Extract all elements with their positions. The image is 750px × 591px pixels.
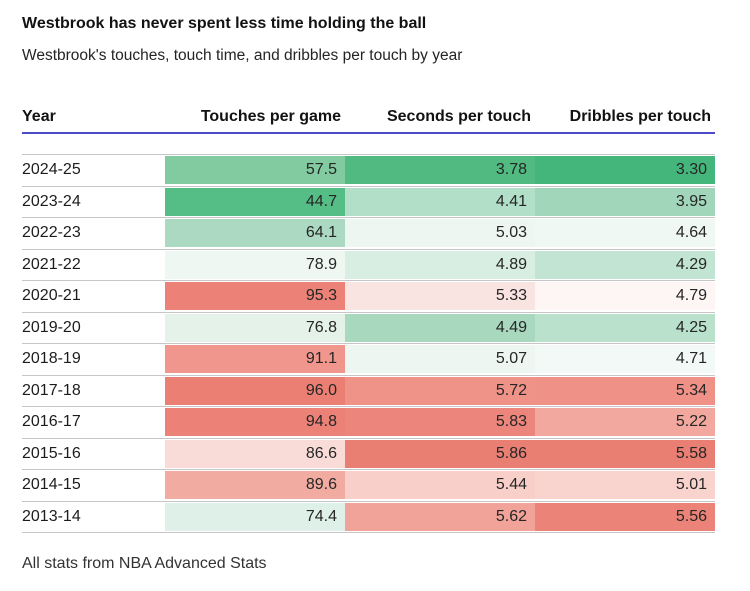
- value-cell: 4.41: [345, 187, 535, 216]
- value-cell: 4.89: [345, 250, 535, 279]
- table-row: 2022-23 64.1 5.03 4.64: [22, 218, 715, 250]
- value-cell: 44.7: [165, 187, 345, 216]
- value-cell: 5.83: [345, 408, 535, 437]
- value-cell: 5.07: [345, 345, 535, 374]
- column-header-seconds: Seconds per touch: [386, 108, 531, 125]
- value-cell: 5.62: [345, 502, 535, 531]
- year-cell: 2016-17: [22, 413, 81, 431]
- value-cell: 86.6: [165, 439, 345, 468]
- footer-note: All stats from NBA Advanced Stats: [22, 555, 267, 572]
- table-row: 2017-18 96.0 5.72 5.34: [22, 376, 715, 407]
- table-row: 2020-21 95.3 5.33 4.79: [22, 281, 715, 313]
- table-header-row: Year Touches per game Seconds per touch …: [22, 107, 715, 134]
- table-body: 2024-25 57.5 3.78 3.30 2023-24 44.7 4.41 3.95 20…: [22, 154, 715, 533]
- table-row: 2014-15 89.6 5.44 5.01: [22, 470, 715, 502]
- value-cell: 96.0: [165, 376, 345, 405]
- value-cell: 5.72: [345, 376, 535, 405]
- value-cell: 4.49: [345, 313, 535, 342]
- value-cell: 3.95: [535, 187, 715, 216]
- value-cell: 5.22: [535, 408, 715, 437]
- table-row: 2016-17 94.8 5.83 5.22: [22, 407, 715, 439]
- table-row: 2015-16 86.6 5.86 5.58: [22, 439, 715, 470]
- table-row: 2013-14 74.4 5.62 5.56: [22, 502, 715, 533]
- value-cell: 3.30: [535, 156, 715, 185]
- year-cell: 2013-14: [22, 507, 81, 525]
- value-cell: 4.64: [535, 219, 715, 248]
- value-cell: 5.58: [535, 439, 715, 468]
- year-cell: 2023-24: [22, 192, 81, 210]
- value-cell: 5.01: [535, 471, 715, 500]
- value-cell: 89.6: [165, 471, 345, 500]
- value-cell: 4.79: [535, 282, 715, 311]
- value-cell: 5.44: [345, 471, 535, 500]
- value-cell: 5.34: [535, 376, 715, 405]
- table-row: 2024-25 57.5 3.78 3.30: [22, 155, 715, 187]
- value-cell: 4.29: [535, 250, 715, 279]
- year-cell: 2021-22: [22, 255, 81, 273]
- year-cell: 2018-19: [22, 350, 81, 368]
- year-cell: 2020-21: [22, 287, 81, 305]
- value-cell: 5.56: [535, 502, 715, 531]
- value-cell: 64.1: [165, 219, 345, 248]
- value-cell: 76.8: [165, 313, 345, 342]
- value-cell: 74.4: [165, 502, 345, 531]
- value-cell: 4.25: [535, 313, 715, 342]
- column-header-touches: Touches per game: [200, 108, 341, 125]
- year-cell: 2024-25: [22, 161, 81, 179]
- year-cell: 2019-20: [22, 318, 81, 336]
- table-row: 2023-24 44.7 4.41 3.95: [22, 187, 715, 218]
- page-subtitle: Westbrook's touches, touch time, and dri…: [22, 47, 463, 64]
- value-cell: 57.5: [165, 156, 345, 185]
- year-cell: 2015-16: [22, 444, 81, 462]
- value-cell: 3.78: [345, 156, 535, 185]
- page-title: Westbrook has never spent less time hold…: [22, 15, 427, 32]
- value-cell: 4.71: [535, 345, 715, 374]
- value-cell: 5.03: [345, 219, 535, 248]
- year-cell: 2022-23: [22, 224, 81, 242]
- year-cell: 2014-15: [22, 476, 81, 494]
- value-cell: 5.33: [345, 282, 535, 311]
- value-cell: 95.3: [165, 282, 345, 311]
- table-row: 2018-19 91.1 5.07 4.71: [22, 344, 715, 376]
- value-cell: 91.1: [165, 345, 345, 374]
- value-cell: 78.9: [165, 250, 345, 279]
- value-cell: 5.86: [345, 439, 535, 468]
- column-header-dribbles: Dribbles per touch: [569, 108, 711, 125]
- table-row: 2021-22 78.9 4.89 4.29: [22, 250, 715, 281]
- year-cell: 2017-18: [22, 381, 81, 399]
- column-header-year: Year: [22, 108, 56, 125]
- table-row: 2019-20 76.8 4.49 4.25: [22, 313, 715, 344]
- value-cell: 94.8: [165, 408, 345, 437]
